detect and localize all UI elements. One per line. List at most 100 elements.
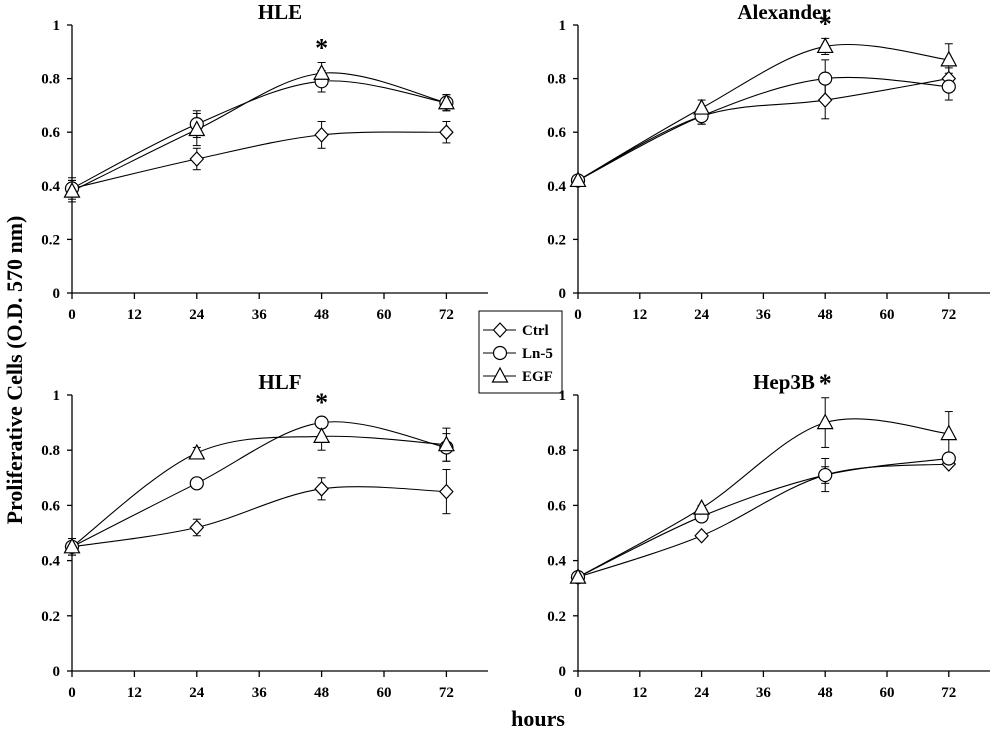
data-point-egf — [63, 537, 81, 554]
legend-label-egf: EGF — [522, 369, 553, 385]
data-point-ctrl — [314, 126, 329, 143]
series-line-ctrl — [577, 78, 949, 181]
triangle-marker — [693, 98, 711, 115]
y-tick-label: 1 — [559, 18, 567, 34]
diamond-marker — [694, 527, 709, 544]
data-point-egf — [940, 50, 958, 67]
x-tick-label: 36 — [756, 685, 772, 701]
y-tick-label: 0 — [53, 664, 61, 680]
series-line-ctrl — [577, 463, 949, 578]
y-tick-label: 0.6 — [41, 125, 60, 141]
x-tick-label: 24 — [694, 685, 710, 701]
significance-star: * — [819, 369, 832, 398]
data-point-ln-5 — [941, 79, 956, 94]
x-tick-label: 24 — [189, 307, 205, 323]
panel-title: HLF — [258, 370, 301, 394]
chart-panel-hlf: HLF 0 0.2 0.4 0.6 0.8 1 0 12 24 36 48 60 72 * — [41, 370, 488, 701]
series-line-ln-5 — [71, 421, 447, 548]
data-point-egf — [569, 171, 587, 188]
y-tick-label: 0.4 — [41, 554, 60, 570]
x-tick-label: 36 — [756, 307, 772, 323]
y-tick-label: 0.2 — [547, 232, 566, 248]
triangle-marker — [816, 413, 834, 430]
series-line-ln-5 — [577, 457, 949, 578]
triangle-marker — [491, 366, 509, 383]
circle-marker — [941, 451, 956, 466]
x-tick-label: 60 — [377, 307, 392, 323]
data-point-egf — [816, 413, 834, 430]
legend: Ctrl Ln-5 EGF — [478, 310, 563, 394]
y-axis-label: Proliferative Cells (O.D. 570 nm) — [2, 216, 27, 525]
data-point-ctrl — [439, 124, 454, 141]
x-tick-label: 72 — [439, 685, 454, 701]
diamond-marker — [492, 322, 508, 338]
panel-title: Hep3B — [753, 370, 815, 394]
diamond-marker — [439, 483, 454, 500]
data-point-egf — [693, 498, 711, 515]
x-tick-label: 12 — [632, 685, 647, 701]
data-point-egf — [569, 567, 587, 584]
legend-box — [478, 310, 563, 394]
x-tick-label: 12 — [127, 307, 142, 323]
data-point-egf — [816, 37, 834, 54]
triangle-marker — [313, 427, 331, 443]
data-point-ln-5 — [818, 71, 833, 86]
significance-star: * — [315, 388, 328, 417]
series-line-ctrl — [71, 486, 447, 548]
legend-label-ctrl: Ctrl — [522, 323, 549, 339]
diamond-marker — [817, 92, 833, 108]
y-tick-label: 0.4 — [41, 179, 60, 195]
y-tick-label: 0.2 — [41, 232, 60, 248]
x-tick-label: 48 — [818, 685, 833, 701]
data-point-egf — [63, 181, 81, 198]
series-line-egf — [577, 418, 949, 578]
triangle-marker — [816, 37, 834, 54]
y-tick-label: 0.4 — [547, 179, 566, 195]
legend-entry-egf: EGF — [483, 366, 553, 385]
triangle-marker — [569, 567, 587, 584]
triangle-marker — [437, 435, 455, 452]
data-point-egf — [437, 93, 455, 110]
y-tick-label: 0.6 — [547, 498, 566, 514]
x-tick-label: 72 — [941, 685, 956, 701]
circle-marker — [818, 467, 833, 483]
triangle-marker — [63, 537, 81, 554]
data-point-ctrl — [694, 527, 709, 544]
y-tick-label: 0.8 — [41, 443, 60, 459]
circle-marker — [189, 476, 204, 491]
x-axis-label: hours — [511, 706, 565, 731]
data-point-ctrl — [314, 480, 329, 497]
triangle-marker — [188, 120, 206, 137]
x-tick-label: 36 — [252, 307, 268, 323]
data-point-ln-5 — [941, 451, 956, 466]
x-tick-label: 60 — [377, 685, 392, 701]
x-tick-label: 36 — [252, 685, 268, 701]
x-tick-label: 48 — [314, 685, 329, 701]
panel-title: Alexander — [737, 0, 830, 24]
data-point-egf — [313, 63, 331, 80]
diamond-marker — [439, 124, 454, 141]
data-point-ln-5 — [189, 476, 204, 491]
x-tick-label: 0 — [574, 307, 582, 323]
marker-diamond — [492, 322, 508, 338]
series-line-ctrl — [71, 131, 447, 190]
y-tick-label: 0.6 — [41, 498, 60, 514]
data-point-ln-5 — [818, 467, 833, 483]
data-point-egf — [693, 98, 711, 115]
x-tick-label: 12 — [632, 307, 647, 323]
x-tick-label: 24 — [189, 685, 205, 701]
series-line-ln-5 — [577, 76, 949, 181]
data-point-ctrl — [439, 483, 454, 500]
data-point-ctrl — [817, 92, 833, 108]
data-point-ctrl — [189, 151, 205, 167]
legend-entry-ln5: Ln-5 — [483, 345, 553, 362]
x-tick-label: 0 — [68, 685, 76, 701]
legend-marker-diamond — [492, 322, 508, 338]
triangle-marker — [313, 63, 331, 80]
x-tick-label: 48 — [818, 307, 833, 323]
triangle-marker — [940, 424, 958, 441]
y-tick-label: 0 — [559, 286, 567, 302]
triangle-marker — [569, 171, 587, 188]
